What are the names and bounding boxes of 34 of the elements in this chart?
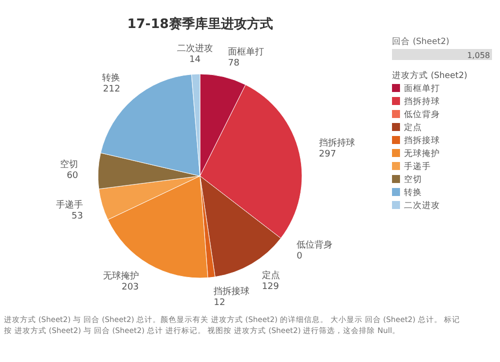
slice-label: 挡拆接球 — [214, 286, 250, 298]
slice-label: 定点 — [262, 270, 280, 282]
category-label: 低位背身 — [296, 240, 333, 250]
slice-label: 挡拆持球 — [318, 138, 355, 149]
data-label: 78 — [228, 58, 240, 68]
text: 1,058 — [467, 51, 490, 60]
data-label: 203 — [122, 282, 139, 293]
legend-label: 手递手 — [404, 161, 431, 172]
text: 回合 (Sheet2) — [392, 36, 450, 47]
data-label: 129 — [262, 282, 280, 292]
legend-label: 二次进攻 — [404, 200, 440, 211]
legend-label: 挡拆持球 — [404, 96, 440, 107]
legend-label: 挡拆接球 — [404, 135, 440, 146]
legend-label: 空切 — [404, 174, 422, 185]
slice-label: 面框单打 — [228, 46, 264, 58]
legend-label: 无球掩护 — [404, 148, 440, 159]
slice-label: 转换 — [102, 72, 120, 84]
chart-title: 17-18赛季库里进攻方式 — [127, 16, 273, 32]
legend-label: 低位背身 — [404, 109, 440, 120]
slice-label: 空切 — [60, 158, 78, 170]
data-label: 297 — [318, 150, 336, 160]
data-label: 12 — [214, 298, 226, 308]
slice-label: 二次进攻 — [176, 43, 213, 54]
legend-title: 进攻方式 (Sheet2) — [392, 70, 468, 81]
data-label: 53 — [71, 211, 83, 222]
data-label: 60 — [66, 170, 78, 181]
legend-label: 定点 — [404, 122, 422, 133]
legend-label: 转换 — [404, 187, 422, 198]
text: 0 — [296, 251, 302, 262]
slice-label: 无球掩护 — [102, 270, 139, 282]
data-label: 212 — [103, 84, 120, 95]
slice-label: 手递手 — [56, 199, 83, 210]
data-label: 14 — [189, 55, 201, 66]
legend-label: 面框单打 — [404, 83, 440, 94]
